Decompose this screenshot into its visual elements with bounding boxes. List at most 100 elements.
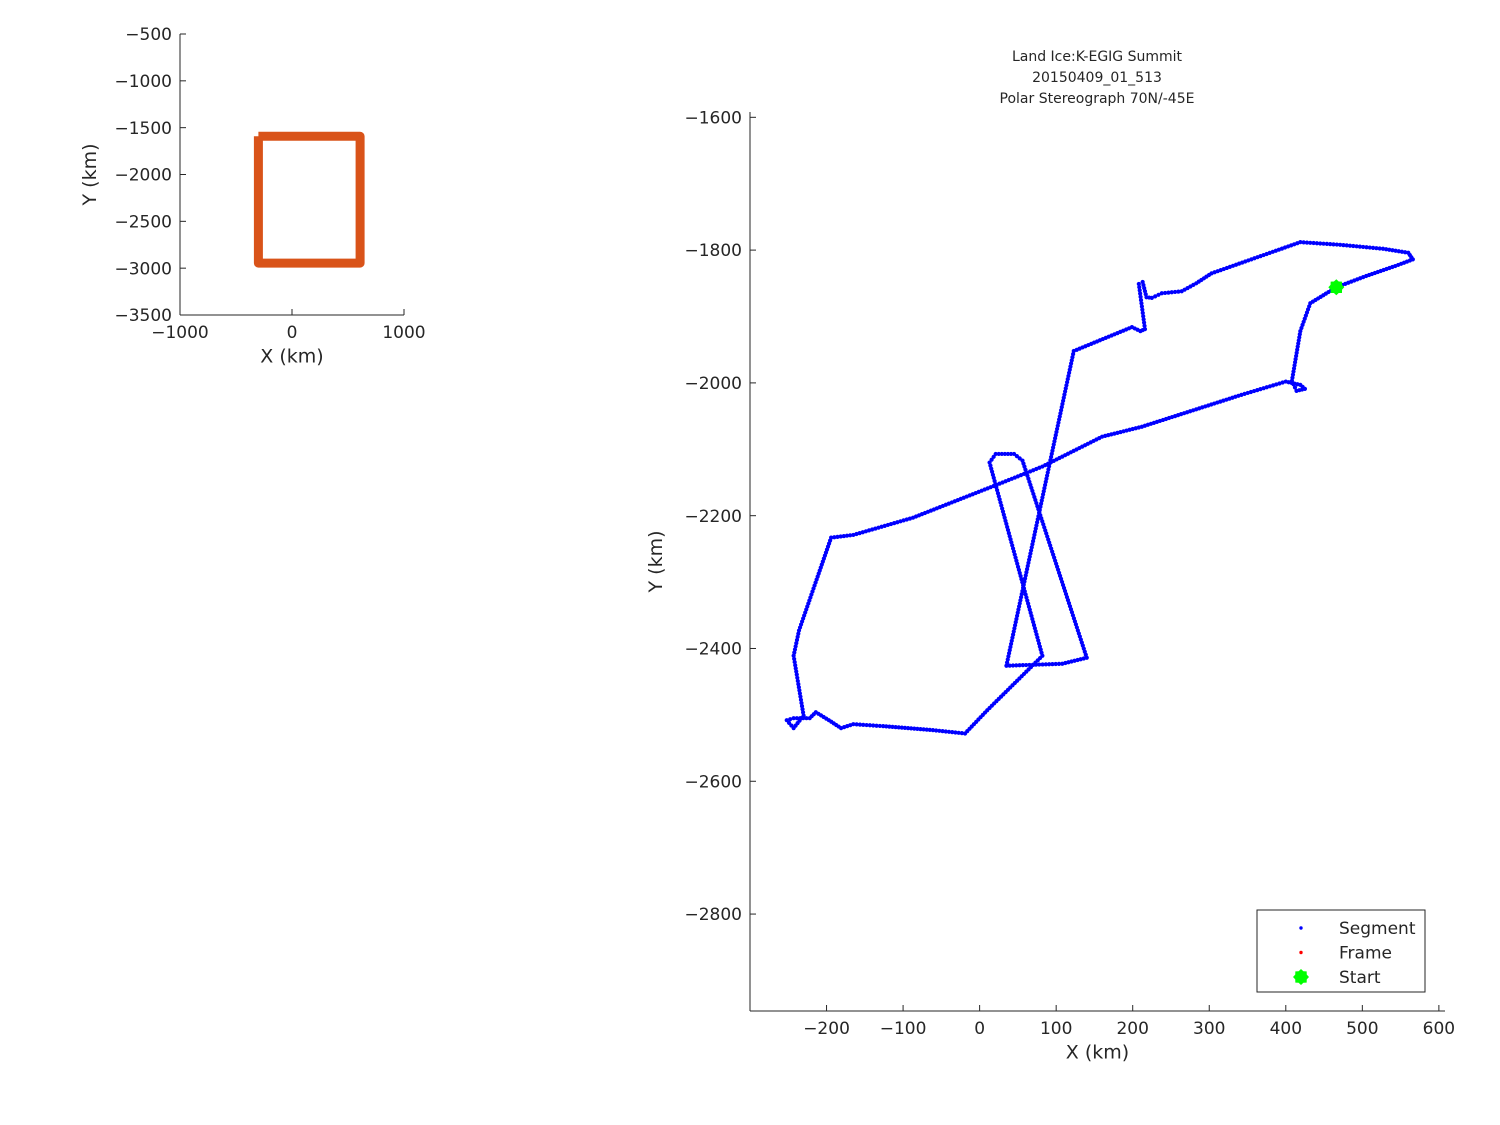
- segment-point: [1070, 355, 1075, 360]
- segment-point: [1140, 307, 1145, 312]
- segment-point: [857, 722, 863, 727]
- segment-point: [1062, 392, 1067, 397]
- segment-point: [1138, 294, 1143, 299]
- segment-point: [881, 724, 886, 729]
- segment-point: [1136, 281, 1141, 287]
- segment-point: [1245, 390, 1250, 396]
- segment-point: [1028, 548, 1034, 553]
- segment-point: [1028, 551, 1033, 556]
- inset-y-tick-label: −3500: [114, 306, 172, 326]
- segment-point: [1057, 417, 1062, 422]
- segment-point: [792, 647, 798, 652]
- segment-point: [1029, 545, 1034, 550]
- segment-point: [1069, 358, 1074, 363]
- main-x-tick-label: 0: [974, 1019, 985, 1039]
- legend-start-marker: [1293, 969, 1309, 985]
- segment-point: [854, 722, 859, 727]
- segment-point: [799, 700, 804, 706]
- segment-point: [1006, 654, 1011, 659]
- segment-point: [794, 669, 799, 674]
- segment-point: [1044, 476, 1049, 481]
- main-y-tick-label: −2000: [684, 374, 742, 394]
- segment-point: [899, 725, 904, 730]
- segment-point: [1034, 523, 1039, 528]
- segment-point: [1297, 335, 1302, 340]
- segment-point: [1014, 663, 1019, 668]
- segment-point: [1041, 489, 1046, 494]
- segment-point: [1008, 641, 1014, 647]
- segment-point: [1137, 288, 1142, 293]
- start-marker: [1328, 279, 1345, 296]
- segment-point: [1318, 241, 1323, 246]
- segment-point: [1022, 576, 1028, 581]
- legend-label: Segment: [1339, 919, 1416, 939]
- segment-point: [832, 535, 837, 540]
- segment-point: [792, 656, 797, 662]
- segment-point: [1063, 386, 1068, 391]
- segment-point: [794, 641, 799, 646]
- segment-point: [1068, 364, 1073, 369]
- segment-point: [1403, 250, 1408, 255]
- segment-point: [1053, 661, 1058, 667]
- segment-point: [1294, 353, 1299, 359]
- segment-point: [1049, 451, 1054, 456]
- segment-point: [1239, 392, 1244, 397]
- segment-point: [1017, 456, 1022, 461]
- segment-point: [953, 730, 958, 735]
- segment-point: [1039, 498, 1044, 503]
- inset-x-axis-label: X (km): [260, 346, 323, 368]
- segment-point: [1396, 249, 1401, 254]
- segment-point: [1037, 662, 1042, 667]
- segment-point: [890, 724, 895, 730]
- segment-point: [1267, 384, 1273, 389]
- main-y-tick-label: −2200: [684, 507, 742, 527]
- segment-point: [1006, 651, 1012, 656]
- segment-point: [1046, 467, 1051, 472]
- segment-point: [930, 728, 936, 733]
- legend-box: [1256, 909, 1426, 993]
- segment-point: [1014, 616, 1019, 622]
- segment-point: [795, 634, 800, 639]
- segment-point: [1032, 529, 1038, 534]
- legend: Segment Frame Start: [1256, 909, 1426, 993]
- segment-point: [1032, 532, 1037, 537]
- segment-point: [1364, 245, 1369, 250]
- segment-point: [1023, 573, 1028, 578]
- segment-point: [921, 727, 926, 732]
- segment-point: [1012, 626, 1017, 631]
- main-x-tick-label: −200: [803, 1019, 850, 1039]
- segment-point: [1324, 241, 1329, 247]
- segment-point: [1261, 386, 1266, 391]
- segment-point: [1393, 248, 1398, 253]
- legend-label: Start: [1339, 968, 1381, 988]
- segment-point: [874, 723, 879, 728]
- segment-point: [1172, 289, 1178, 295]
- segment-point: [1017, 601, 1022, 606]
- inset-x-tick-label: 1000: [382, 323, 425, 343]
- segment-point: [795, 678, 800, 684]
- segment-point: [1314, 241, 1320, 246]
- segment-point: [893, 725, 898, 730]
- inset-y-tick-label: −2000: [114, 166, 172, 186]
- segment-point: [946, 729, 952, 734]
- segment-point: [1399, 249, 1405, 254]
- segment-point: [1338, 242, 1343, 247]
- segment-point: [1280, 380, 1285, 385]
- segment-point: [1141, 320, 1147, 325]
- segment-point: [800, 710, 806, 715]
- main-x-tick-label: 100: [1040, 1019, 1072, 1039]
- segment-point: [1296, 341, 1301, 346]
- segment-point: [1354, 244, 1359, 249]
- segment-point: [1010, 663, 1016, 668]
- segment-point: [1258, 387, 1263, 392]
- segment-point: [896, 725, 901, 730]
- segment-point: [1042, 482, 1048, 488]
- segment-point: [1347, 243, 1353, 248]
- segment-point: [1301, 240, 1306, 245]
- segment-point: [1153, 294, 1158, 299]
- segment-point: [1304, 240, 1310, 245]
- segment-point: [835, 534, 840, 539]
- segment-point: [943, 729, 948, 734]
- segment-point: [1139, 304, 1144, 309]
- segment-point: [1141, 317, 1146, 322]
